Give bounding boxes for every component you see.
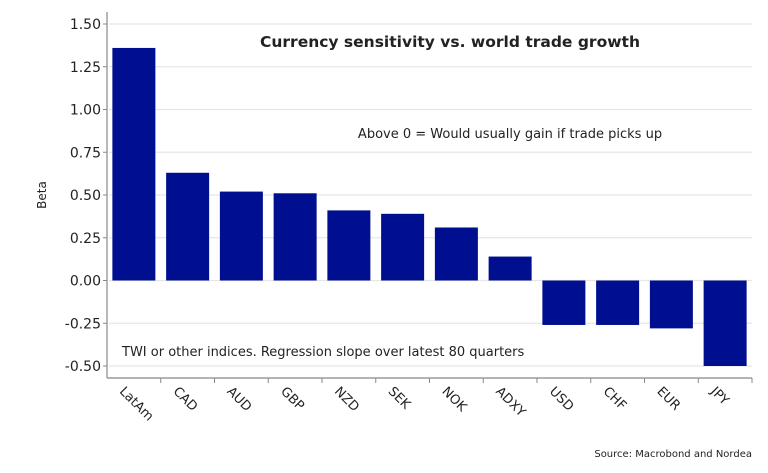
y-tick-label: 1.50 bbox=[70, 17, 101, 33]
bar-nzd bbox=[327, 210, 371, 281]
x-tick-label: ADXY bbox=[492, 384, 528, 420]
x-tick-label: NZD bbox=[331, 384, 362, 415]
y-tick-label: 0.50 bbox=[70, 188, 101, 204]
bar-usd bbox=[542, 280, 586, 325]
bar-nok bbox=[434, 227, 478, 281]
bar-gbp bbox=[273, 193, 317, 281]
bar-cad bbox=[166, 172, 210, 281]
x-tick-label: GBP bbox=[277, 384, 307, 414]
bar-adxy bbox=[488, 256, 532, 281]
bar-eur bbox=[649, 280, 693, 329]
bar-aud bbox=[219, 191, 263, 281]
y-tick-label: -0.50 bbox=[65, 359, 101, 375]
bar-jpy bbox=[703, 280, 747, 366]
y-tick-label: 1.25 bbox=[70, 60, 101, 76]
x-tick-label: CAD bbox=[170, 384, 200, 414]
chart-title: Currency sensitivity vs. world trade gro… bbox=[260, 33, 640, 51]
y-tick-label: 0.25 bbox=[70, 231, 101, 247]
x-tick-label: SEK bbox=[385, 384, 414, 413]
source-note: Source: Macrobond and Nordea bbox=[594, 449, 752, 460]
annotation-above-zero: Above 0 = Would usually gain if trade pi… bbox=[358, 127, 662, 142]
y-axis-label: Beta bbox=[35, 181, 49, 209]
y-tick-label: -0.25 bbox=[65, 316, 101, 332]
bar-sek bbox=[381, 213, 425, 281]
bar-latam bbox=[112, 47, 156, 281]
x-tick-label: CHF bbox=[600, 384, 629, 413]
y-tick-label: 0.75 bbox=[70, 145, 101, 161]
gridlines bbox=[109, 23, 752, 367]
x-tick-label: USD bbox=[546, 384, 576, 414]
x-tick-label: JPY bbox=[707, 384, 732, 409]
x-tick-label: EUR bbox=[654, 384, 684, 414]
x-tick-label: NOK bbox=[439, 384, 470, 415]
x-tick-label: AUD bbox=[224, 384, 255, 415]
bar-chf bbox=[596, 280, 640, 325]
y-tick-label: 0.00 bbox=[70, 274, 101, 290]
y-tick-label: 1.00 bbox=[70, 103, 101, 119]
annotation-method: TWI or other indices. Regression slope o… bbox=[121, 345, 525, 360]
x-tick-label: LatAm bbox=[116, 384, 156, 424]
bars bbox=[112, 47, 747, 366]
